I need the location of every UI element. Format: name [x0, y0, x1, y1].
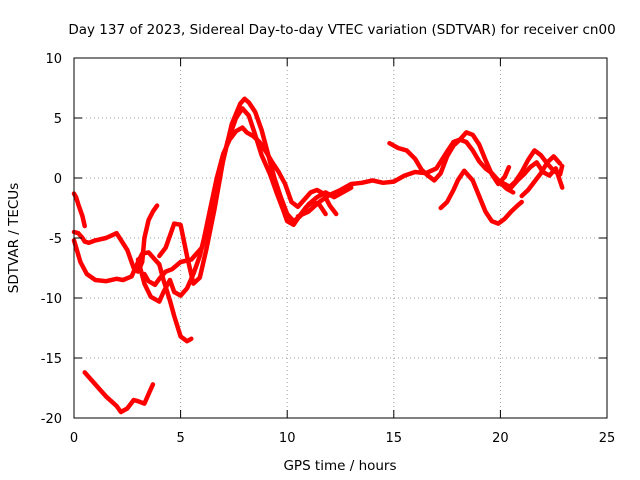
y-tick-label: -10: [41, 292, 62, 307]
chart-title: Day 137 of 2023, Sidereal Day-to-day VTE…: [68, 22, 615, 38]
x-tick-label: 15: [386, 431, 403, 446]
series-line-sat-m: [519, 154, 563, 199]
y-tick-label: 0: [54, 172, 62, 187]
series-line-sat-c: [82, 370, 156, 415]
x-tick-label: 0: [70, 431, 78, 446]
plot-frame: [73, 57, 608, 419]
ticks-layer: 0 5 10 15 20 25 -20 -15 -10 -5 0 5 10: [41, 52, 616, 446]
y-tick-label: -5: [49, 232, 62, 247]
series-line-sat-l: [502, 160, 565, 190]
y-tick-label: 5: [54, 112, 62, 127]
series-line-sat-i: [387, 130, 512, 187]
series-layer: [71, 96, 565, 415]
series-line-sat-g: [157, 96, 354, 286]
series-line-sat-j: [438, 168, 524, 226]
x-axis-label: GPS time / hours: [283, 458, 396, 474]
x-tick-label: 20: [492, 431, 509, 446]
y-tick-label: 10: [45, 52, 62, 67]
y-tick-label: -15: [41, 352, 62, 367]
grid-lines: [74, 58, 607, 418]
y-tick-label: -20: [41, 412, 62, 427]
series-line-sat-d: [71, 191, 87, 229]
x-tick-label: 5: [176, 431, 184, 446]
x-tick-label: 10: [279, 431, 296, 446]
series-line-sat-e: [135, 125, 339, 304]
y-axis-label: SDTVAR / TECUs: [6, 183, 22, 293]
series-line-sat-b: [71, 203, 160, 274]
x-tick-label: 25: [599, 431, 616, 446]
